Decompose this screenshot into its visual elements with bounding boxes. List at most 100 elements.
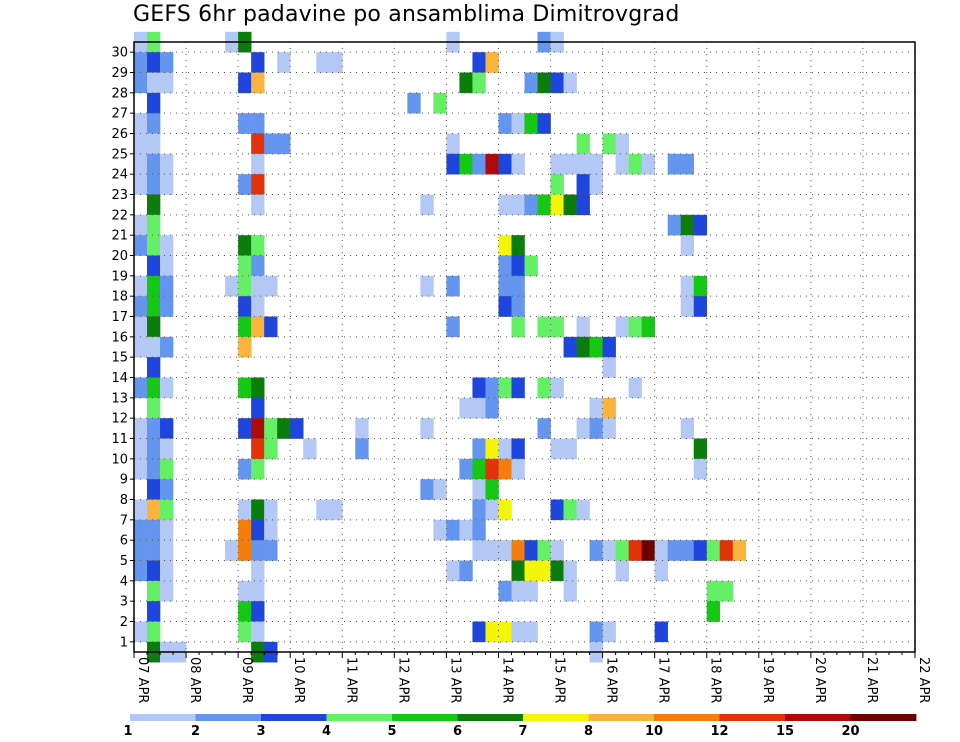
heatmap-cell <box>550 153 564 175</box>
heatmap-cell <box>238 580 252 602</box>
heatmap-cell <box>160 255 174 277</box>
y-tick-label: 2 <box>120 615 128 630</box>
y-tick-label: 28 <box>111 86 128 101</box>
heatmap-cell <box>251 621 265 643</box>
heatmap-cell <box>238 601 252 622</box>
heatmap-cell <box>511 621 525 643</box>
heatmap-cell <box>485 499 499 521</box>
heatmap-cell <box>654 560 668 582</box>
x-tick-label: 11 APR <box>343 657 358 703</box>
heatmap-cell <box>251 316 265 338</box>
y-tick-label: 13 <box>111 391 128 406</box>
heatmap-cell <box>693 458 708 480</box>
x-tick-label: 07 APR <box>135 657 150 703</box>
heatmap-cell <box>433 479 447 500</box>
heatmap-cell <box>147 438 161 460</box>
heatmap-cell <box>498 153 512 175</box>
heatmap-cell <box>485 438 499 460</box>
heatmap-cell <box>160 540 174 561</box>
colorbar-label: 7 <box>518 724 527 739</box>
heatmap-cell <box>641 540 655 561</box>
heatmap-cell <box>459 519 473 541</box>
heatmap-cell <box>576 418 590 439</box>
heatmap-cell <box>641 153 655 175</box>
heatmap-cell <box>511 580 525 602</box>
heatmap-cell <box>147 113 161 134</box>
heatmap-cell <box>420 479 434 500</box>
chart-title: GEFS 6hr padavine po ansamblima Dimitrov… <box>133 2 680 27</box>
heatmap-cell <box>667 540 681 561</box>
heatmap-cell <box>628 153 642 175</box>
heatmap-cell <box>264 499 278 521</box>
x-tick-label: 09 APR <box>239 657 254 703</box>
heatmap-cell <box>147 275 161 297</box>
heatmap-cell <box>329 499 343 521</box>
heatmap-cell <box>134 235 148 256</box>
heatmap-cell <box>472 153 486 175</box>
heatmap-cell <box>160 479 174 500</box>
y-tick-label: 29 <box>111 66 128 81</box>
heatmap-cell <box>537 72 551 94</box>
colorbar-swatch <box>654 714 720 721</box>
colorbar-swatch <box>392 714 458 721</box>
heatmap-cell <box>147 214 161 236</box>
x-tick-label: 14 APR <box>499 657 514 703</box>
heatmap-cell <box>134 499 148 521</box>
heatmap-cell <box>589 153 603 175</box>
heatmap-cell <box>498 255 512 277</box>
heatmap-cell <box>134 458 148 480</box>
heatmap-cell <box>654 540 668 561</box>
heatmap-cell <box>251 133 265 155</box>
heatmap-cell <box>498 296 512 317</box>
heatmap-cell <box>251 519 265 541</box>
heatmap-cell <box>498 621 512 643</box>
heatmap-cell <box>511 458 525 480</box>
heatmap-cell <box>160 499 174 521</box>
heatmap-cell <box>550 560 564 582</box>
colorbar-label: 8 <box>584 724 593 739</box>
x-tick-label: 08 APR <box>187 657 202 703</box>
heatmap-cell <box>498 377 512 399</box>
heatmap-cell <box>160 336 174 358</box>
heatmap-cell <box>446 316 460 338</box>
y-tick-label: 23 <box>111 188 128 203</box>
colorbar-swatch <box>130 714 196 721</box>
heatmap-cell <box>524 540 538 561</box>
heatmap-cell <box>147 194 161 216</box>
heatmap-cell <box>732 540 747 561</box>
heatmap-cell <box>680 296 695 317</box>
heatmap-cell <box>316 52 330 73</box>
heatmap-cell <box>446 275 460 297</box>
colorbar-swatch <box>785 714 851 721</box>
grid-lines <box>134 42 915 652</box>
heatmap-cell <box>147 72 161 94</box>
heatmap-cell <box>277 418 291 439</box>
heatmap-cell <box>147 377 161 399</box>
heatmap-cell <box>524 621 538 643</box>
heatmap-cell <box>290 418 304 439</box>
heatmap-cell <box>472 519 486 541</box>
heatmap-cell <box>511 194 525 216</box>
heatmap-cell <box>251 560 265 582</box>
heatmap-cell <box>472 72 486 94</box>
heatmap-cell <box>251 113 265 134</box>
heatmap-cell <box>641 316 655 338</box>
heatmap-cell <box>602 357 616 378</box>
heatmap-cell <box>238 519 252 541</box>
heatmap-cell <box>238 255 252 277</box>
heatmap-cell <box>238 316 252 338</box>
heatmap-cell <box>667 214 681 236</box>
heatmap-cell <box>147 519 161 541</box>
heatmap-cell <box>459 72 473 94</box>
x-tick-label: 20 APR <box>812 657 827 703</box>
colorbar-swatch <box>326 714 393 721</box>
heatmap-cell <box>134 133 148 155</box>
heatmap-cell <box>537 316 551 338</box>
heatmap-cell <box>225 540 239 561</box>
heatmap-cell <box>277 52 291 73</box>
heatmap-cell <box>498 499 512 521</box>
heatmap-cell <box>615 540 629 561</box>
heatmap-cell <box>563 499 577 521</box>
heatmap-cell <box>537 560 551 582</box>
heatmap-cell <box>420 418 434 439</box>
